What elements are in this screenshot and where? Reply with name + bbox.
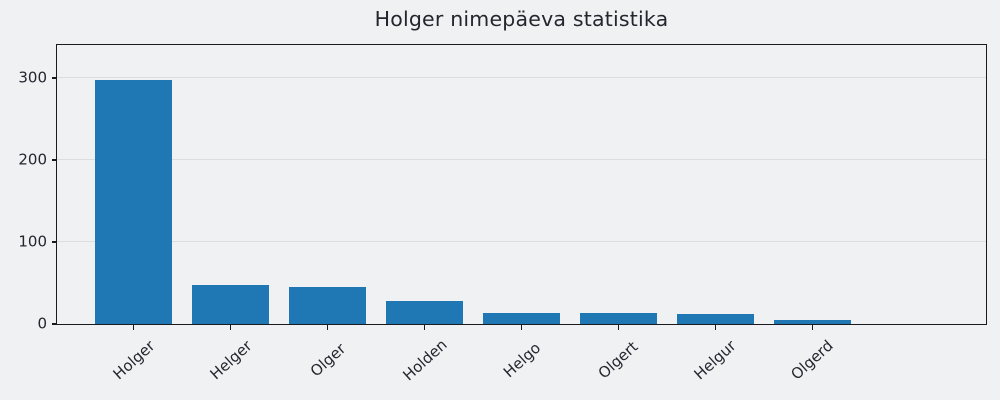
x-tick-mark <box>520 325 523 330</box>
y-tick-mark <box>52 241 57 243</box>
x-tick-label: Helgur <box>690 336 740 384</box>
gridline-100 <box>57 240 986 242</box>
x-tick-label: Holden <box>398 335 451 385</box>
x-tick-label: Olger <box>306 339 349 381</box>
y-tick-label: 0 <box>37 314 47 333</box>
x-tick-label: Helgo <box>499 338 544 382</box>
bar-olgert <box>579 312 658 324</box>
bar-holden <box>385 301 464 324</box>
x-tick-mark <box>132 325 135 330</box>
y-tick-label: 300 <box>18 68 47 87</box>
bar-helgo <box>482 312 561 324</box>
plot-area <box>57 45 986 324</box>
y-tick-mark <box>52 323 57 325</box>
bar-helger <box>191 284 270 324</box>
gridline-300 <box>57 76 986 78</box>
bar-holger <box>94 80 173 324</box>
x-tick-mark <box>617 325 620 330</box>
x-tick-mark <box>714 325 717 330</box>
x-tick-label: Olgerd <box>787 336 838 384</box>
bar-olgerd <box>773 319 852 324</box>
gridline-200 <box>57 158 986 160</box>
y-tick-label: 100 <box>18 232 47 251</box>
x-tick-mark <box>423 325 426 330</box>
plot-border <box>55 43 987 325</box>
x-tick-label: Olgert <box>595 337 642 383</box>
y-tick-mark <box>52 159 57 161</box>
x-tick-mark <box>811 325 814 330</box>
chart-title: Holger nimepäeva statistika <box>374 7 669 31</box>
x-tick-label: Holger <box>109 336 159 384</box>
bar-olger <box>288 287 367 324</box>
bar-helgur <box>676 314 755 324</box>
y-tick-mark <box>52 77 57 79</box>
x-tick-mark <box>326 325 329 330</box>
x-tick-label: Helger <box>206 336 256 384</box>
x-tick-mark <box>229 325 232 330</box>
y-tick-label: 200 <box>18 150 47 169</box>
